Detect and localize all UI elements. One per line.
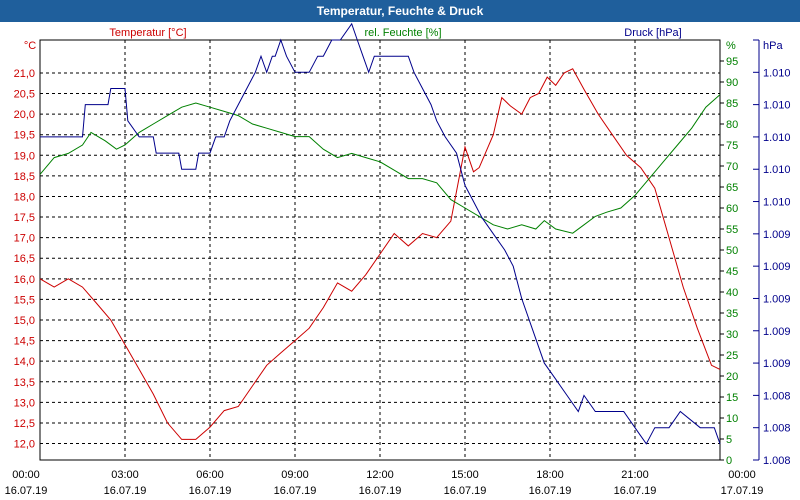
y-tick-label-pressure: 1.009: [763, 293, 791, 305]
y-tick-label-humidity: 45: [726, 266, 738, 278]
y-tick-label-pressure: 1.009: [763, 358, 791, 370]
y-tick-label-humidity: 25: [726, 350, 738, 362]
y-tick-label-temperature: 19,0: [14, 150, 35, 162]
x-tick-label-time: 00:00: [12, 469, 40, 481]
y-tick-label-humidity: 40: [726, 287, 738, 299]
y-tick-label-pressure: 1.010: [763, 100, 791, 112]
y-tick-label-humidity: 20: [726, 371, 738, 383]
y-tick-label-temperature: 20,0: [14, 109, 35, 121]
series-line-humidity: [39, 94, 721, 234]
x-tick-label-date: 16.07.19: [274, 485, 317, 497]
chart-title-bar: Temperatur, Feuchte & Druck: [0, 0, 800, 22]
y-tick-label-humidity: 10: [726, 413, 738, 425]
y-tick-label-humidity: 15: [726, 392, 738, 404]
axes-layer: Temperatur [°C] rel. Feuchte [%] Druck […: [5, 27, 791, 497]
y-tick-label-pressure: 1.010: [763, 132, 791, 144]
y-tick-label-humidity: 35: [726, 308, 738, 320]
y-tick-label-temperature: 13,0: [14, 397, 35, 409]
y-tick-label-temperature: 17,0: [14, 233, 35, 245]
unit-label-humidity: %: [726, 40, 736, 52]
x-tick-label-time: 03:00: [111, 469, 139, 481]
y-tick-label-humidity: 5: [726, 434, 732, 446]
y-tick-label-temperature: 13,5: [14, 377, 35, 389]
x-tick-label-date: 16.07.19: [529, 485, 572, 497]
chart: Temperatur [°C] rel. Feuchte [%] Druck […: [5, 22, 791, 497]
y-tick-label-temperature: 12,5: [14, 418, 35, 430]
y-tick-label-humidity: 55: [726, 224, 738, 236]
y-tick-label-temperature: 16,0: [14, 274, 35, 286]
y-tick-label-humidity: 70: [726, 161, 738, 173]
y-tick-label-pressure: 1.009: [763, 326, 791, 338]
y-tick-label-pressure: 1.010: [763, 197, 791, 209]
y-tick-label-pressure: 1.009: [763, 229, 791, 241]
y-tick-label-humidity: 95: [726, 56, 738, 68]
y-tick-label-pressure: 1.010: [763, 164, 791, 176]
y-tick-label-humidity: 75: [726, 140, 738, 152]
x-tick-label-date: 16.07.19: [104, 485, 147, 497]
x-tick-label-date: 16.07.19: [189, 485, 232, 497]
chart-title: Temperatur, Feuchte & Druck: [316, 4, 484, 18]
y-tick-label-pressure: 1.009: [763, 261, 791, 273]
y-tick-label-temperature: 12,0: [14, 439, 35, 451]
series-layer: [39, 22, 721, 445]
x-tick-label-time: 06:00: [196, 469, 224, 481]
y-tick-label-temperature: 15,0: [14, 315, 35, 327]
y-tick-label-temperature: 18,5: [14, 171, 35, 183]
legend-pressure: Druck [hPa]: [624, 27, 681, 39]
y-tick-label-humidity: 30: [726, 329, 738, 341]
x-tick-label-time: 00:00: [728, 469, 756, 481]
y-tick-label-temperature: 20,5: [14, 89, 35, 101]
y-tick-label-temperature: 15,5: [14, 294, 35, 306]
legend-temperature: Temperatur [°C]: [109, 27, 186, 39]
y-tick-label-humidity: 80: [726, 119, 738, 131]
x-tick-label-date: 16.07.19: [5, 485, 48, 497]
x-tick-label-time: 09:00: [281, 469, 309, 481]
y-tick-label-temperature: 14,5: [14, 336, 35, 348]
x-tick-label-time: 18:00: [536, 469, 564, 481]
legend-humidity: rel. Feuchte [%]: [364, 27, 441, 39]
y-tick-label-humidity: 65: [726, 182, 738, 194]
y-tick-label-humidity: 85: [726, 98, 738, 110]
series-line-pressure: [40, 22, 721, 445]
grid: [40, 40, 720, 460]
unit-label-temperature: °C: [24, 40, 36, 52]
y-tick-label-temperature: 19,5: [14, 130, 35, 142]
y-tick-label-pressure: 1.008: [763, 455, 791, 467]
y-tick-label-temperature: 14,0: [14, 356, 35, 368]
x-tick-label-time: 12:00: [366, 469, 394, 481]
x-tick-label-time: 15:00: [451, 469, 479, 481]
x-tick-label-date: 16.07.19: [444, 485, 487, 497]
unit-label-pressure: hPa: [763, 40, 783, 52]
y-tick-label-temperature: 21,0: [14, 68, 35, 80]
x-tick-label-date: 16.07.19: [614, 485, 657, 497]
y-tick-label-temperature: 18,0: [14, 191, 35, 203]
y-tick-label-pressure: 1.008: [763, 423, 791, 435]
y-tick-label-humidity: 90: [726, 77, 738, 89]
y-tick-label-pressure: 1.008: [763, 390, 791, 402]
y-tick-label-temperature: 16,5: [14, 253, 35, 265]
y-tick-label-pressure: 1.010: [763, 67, 791, 79]
x-tick-label-date: 16.07.19: [359, 485, 402, 497]
x-tick-label-time: 21:00: [621, 469, 649, 481]
y-tick-label-humidity: 60: [726, 203, 738, 215]
y-tick-label-humidity: 50: [726, 245, 738, 257]
series-line-temperature: [39, 68, 721, 440]
x-tick-label-date: 17.07.19: [721, 485, 764, 497]
y-tick-label-temperature: 17,5: [14, 212, 35, 224]
y-tick-label-humidity: 0: [726, 455, 732, 467]
